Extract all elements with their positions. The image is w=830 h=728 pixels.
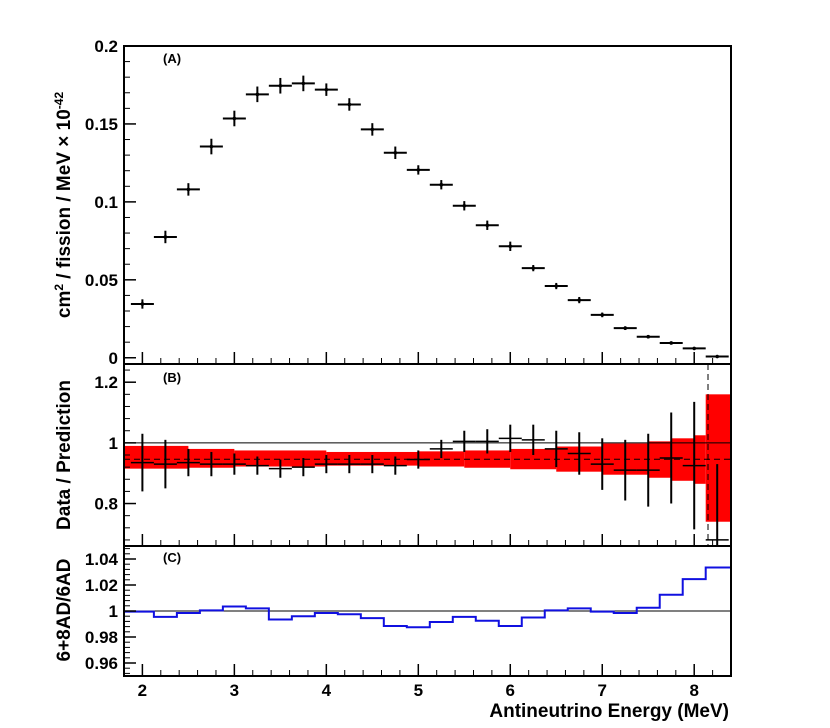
panel-a-label: (A): [163, 51, 181, 66]
panel-b-data-points: [130, 401, 729, 546]
y-tick-label: 0.2: [94, 37, 118, 56]
x-tick-label: 4: [322, 681, 332, 700]
y-tick-label: 1.04: [85, 550, 119, 569]
panel-a-data-points: [130, 75, 729, 359]
panel-a-y-axis-title: cm2 / fission / MeV × 10-42: [52, 92, 75, 319]
x-tick-label: 7: [598, 681, 607, 700]
panel-b-label: (B): [163, 370, 181, 385]
data-point-marker: [531, 266, 536, 270]
data-point-marker: [393, 150, 398, 155]
data-point-marker: [623, 326, 628, 330]
panel-c-frame: [123, 545, 732, 677]
x-tick-label: 5: [414, 681, 423, 700]
panel-c: 0.96 0.98 1 1.02 1.04 (C) 6+8AD/6AD: [54, 545, 732, 677]
x-tick-label: 2: [138, 681, 147, 700]
y-tick-label: 0.1: [94, 193, 118, 212]
panel-a-frame: [123, 45, 732, 365]
y-tick-label: 0.98: [85, 628, 118, 647]
data-point-marker: [600, 313, 605, 317]
y-tick-label: 0.15: [85, 115, 118, 134]
panel-b-uncertainty-band: [124, 394, 731, 522]
data-point-marker: [669, 341, 674, 345]
data-point-marker: [186, 187, 191, 192]
uncertainty-band-segment: [510, 448, 557, 470]
data-point-marker: [232, 116, 237, 121]
data-point-marker: [163, 235, 168, 239]
data-point-marker: [255, 92, 260, 97]
y-tick-label: 1.2: [94, 373, 118, 392]
data-point-marker: [209, 144, 214, 149]
data-point-marker: [715, 354, 720, 359]
data-point-marker: [370, 127, 375, 132]
data-point-marker: [324, 87, 329, 92]
x-tick-label: 3: [230, 681, 239, 700]
y-tick-label: 1: [109, 434, 118, 453]
y-tick-label: 1.02: [85, 576, 118, 595]
panel-c-y-axis-title: 6+8AD/6AD: [54, 559, 75, 662]
panel-b: 0.8 1 1.2 (B) Data / Prediction: [54, 363, 732, 547]
panel-b-y-axis-title: Data / Prediction: [54, 380, 75, 530]
x-axis-title: Antineutrino Energy (MeV): [489, 701, 729, 722]
x-tick-label: 6: [506, 681, 515, 700]
data-point-marker: [692, 346, 697, 351]
panel-a-y-ticks: 0 0.05 0.1 0.15 0.2: [85, 37, 136, 368]
data-point-marker: [554, 284, 559, 288]
data-point-marker: [278, 83, 283, 88]
data-point-marker: [140, 302, 145, 306]
panel-c-y-ticks: 0.96 0.98 1 1.02 1.04: [85, 548, 136, 674]
data-point-marker: [301, 81, 306, 86]
uncertainty-band-segment: [418, 451, 465, 467]
panel-b-y-ticks: 0.8 1 1.2: [94, 369, 136, 541]
y-tick-label: 0.96: [85, 654, 118, 673]
data-point-marker: [347, 102, 352, 107]
data-point-marker: [577, 298, 582, 302]
uncertainty-band-segment: [705, 394, 731, 522]
y-tick-label: 0: [109, 349, 118, 368]
y-tick-label: 0.05: [85, 271, 118, 290]
uncertainty-band-segment: [124, 445, 189, 469]
uncertainty-band-segment: [671, 438, 695, 481]
data-point-marker: [508, 244, 513, 249]
panel-c-ratio-step-line: [124, 566, 731, 629]
y-tick-label: 1: [109, 602, 118, 621]
x-axis-ticks: 2 3 4 5 6 7 8: [123, 352, 732, 700]
data-point-marker: [462, 203, 467, 208]
data-point-marker: [439, 182, 444, 187]
x-tick-label: 8: [689, 681, 698, 700]
panel-a: (A) 0 0.05 0.1 0.15 0.2 cm2 / fission / MeV …: [52, 37, 732, 368]
y-tick-label: 0.8: [94, 495, 118, 514]
panel-c-label: (C): [163, 550, 181, 565]
data-point-marker: [646, 334, 651, 339]
data-point-marker: [416, 168, 421, 172]
data-point-marker: [485, 223, 490, 228]
